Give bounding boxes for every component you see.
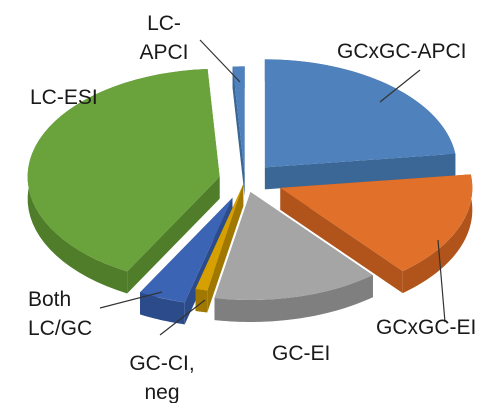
slice-gcxgc-ei [280,174,473,294]
slice-side-gcxgc-ei [402,174,473,294]
label-gcxgc-ei: GCxGC-EI [376,316,476,339]
label-both-lc-gc: Both LC/GC [28,288,92,340]
slice-cut-lc-esi-0 [127,176,220,294]
slice-gcxgc-apci [264,59,456,190]
label-gc-ei: GC-EI [272,342,330,365]
label-line-gc-ci-neg-0: GC-CI, [129,352,194,375]
label-line-gc-ci-neg-1: neg [144,381,179,403]
label-line-both-lc-gc-1: LC/GC [28,317,92,340]
slice-top-gc-ei [214,191,373,300]
leader-line-lc-apci [199,39,241,83]
label-line-lc-apci-0: LC- [147,12,181,35]
label-gc-ci-neg: GC-CI, neg [129,352,194,403]
slice-gc-ci-neg [195,184,244,313]
slice-lc-esi [27,69,220,294]
leader-line-gcxgc-ei [437,239,446,323]
label-lc-apci: LC- APCI [139,12,188,64]
slice-cut-lc-apci-0 [232,66,245,197]
label-line-lc-apci-1: APCI [139,41,188,64]
label-lc-esi: LC-ESI [30,86,98,109]
slice-top-both-lc-gc [139,197,233,303]
slice-lc-apci [232,66,245,197]
leader-line-gcxgc-apci [379,69,421,103]
slice-cut-gcxgc-apci-1 [264,153,456,190]
slice-top-gcxgc-apci [264,59,456,168]
leader-line-gc-ci-neg [159,299,206,336]
slice-cut-gcxgc-ei-1 [280,187,403,294]
slice-top-gcxgc-ei [280,174,473,272]
slice-top-lc-esi [27,69,220,272]
label-line-gc-ei-0: GC-EI [272,342,330,365]
label-line-gcxgc-apci-0: GCxGC-APCI [337,40,467,63]
slice-side-gc-ei [214,275,373,322]
label-line-lc-esi-0: LC-ESI [30,86,98,109]
slice-top-gc-ci-neg [195,184,244,291]
label-gcxgc-apci: GCxGC-APCI [337,40,467,63]
label-line-gcxgc-ei-0: GCxGC-EI [376,316,476,339]
slice-gc-ei [214,191,373,322]
label-line-both-lc-gc-0: Both [28,288,71,311]
leader-line-both-lc-gc [99,291,163,309]
slice-top-lc-apci [232,66,245,175]
